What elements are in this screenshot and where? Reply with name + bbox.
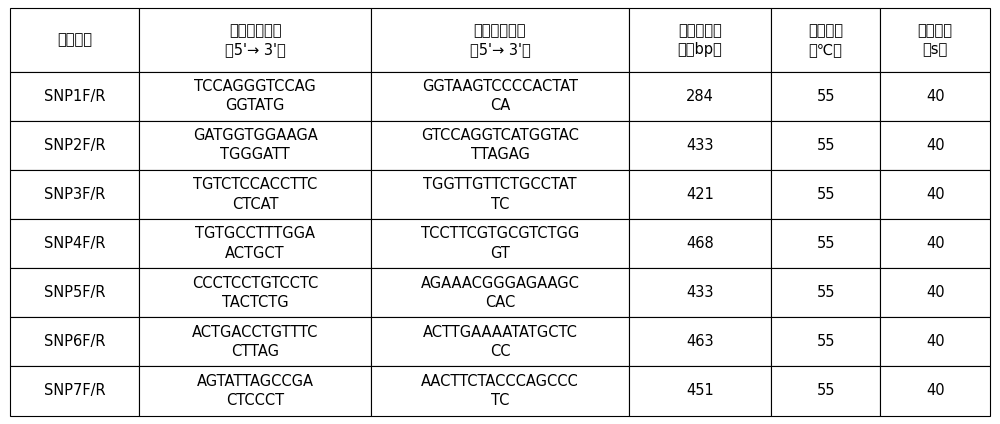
Bar [771, 366, 880, 416]
Text: SNP2F/R: SNP2F/R [44, 138, 105, 153]
Bar [880, 366, 990, 416]
Text: AGTATTAGCCGA
CTCCCT: AGTATTAGCCGA CTCCCT [196, 374, 314, 408]
Text: 40: 40 [926, 285, 945, 300]
Text: 延伸时间
（s）: 延伸时间 （s） [918, 23, 953, 57]
Bar [10, 8, 139, 72]
Text: 55: 55 [816, 334, 835, 349]
Text: 433: 433 [686, 138, 714, 153]
Bar [139, 317, 371, 366]
Bar [771, 170, 880, 219]
Bar [10, 219, 139, 268]
Bar [629, 8, 771, 72]
Text: 40: 40 [926, 236, 945, 251]
Bar [10, 268, 139, 317]
Text: AACTTCTACCCAGCCC
TC: AACTTCTACCCAGCCC TC [421, 374, 579, 408]
Text: GGTAAGTCCCCACTAT
CA: GGTAAGTCCCCACTAT CA [422, 79, 578, 113]
Bar [371, 8, 629, 72]
Bar [880, 219, 990, 268]
Bar [771, 219, 880, 268]
Text: 反向引物序列
（5'→ 3'）: 反向引物序列 （5'→ 3'） [470, 23, 530, 57]
Text: 55: 55 [816, 285, 835, 300]
Text: 退火温度
（℃）: 退火温度 （℃） [808, 23, 843, 57]
Text: 40: 40 [926, 138, 945, 153]
Bar [139, 170, 371, 219]
Text: ACTGACCTGTTTC
CTTAG: ACTGACCTGTTTC CTTAG [192, 325, 318, 359]
Bar [880, 317, 990, 366]
Text: 463: 463 [686, 334, 714, 349]
Text: TCCTTCGTGCGTCTGG
GT: TCCTTCGTGCGTCTGG GT [421, 226, 579, 261]
Bar [880, 72, 990, 121]
Bar [629, 366, 771, 416]
Text: TGTGCCTTTGGA
ACTGCT: TGTGCCTTTGGA ACTGCT [195, 226, 315, 261]
Bar [10, 72, 139, 121]
Text: 40: 40 [926, 383, 945, 399]
Text: 55: 55 [816, 383, 835, 399]
Text: 421: 421 [686, 187, 714, 202]
Text: SNP5F/R: SNP5F/R [44, 285, 105, 300]
Text: TGGTTGTTCTGCCTAT
TC: TGGTTGTTCTGCCTAT TC [423, 177, 577, 212]
Text: 正向引物序列
（5'→ 3'）: 正向引物序列 （5'→ 3'） [225, 23, 285, 57]
Text: SNP7F/R: SNP7F/R [44, 383, 105, 399]
Text: 433: 433 [686, 285, 714, 300]
Bar [139, 268, 371, 317]
Text: SNP3F/R: SNP3F/R [44, 187, 105, 202]
Text: GTCCAGGTCATGGTAC
TTAGAG: GTCCAGGTCATGGTAC TTAGAG [421, 128, 579, 162]
Text: 284: 284 [686, 89, 714, 103]
Bar [629, 72, 771, 121]
Bar [371, 219, 629, 268]
Bar [629, 170, 771, 219]
Bar [139, 219, 371, 268]
Bar [10, 170, 139, 219]
Bar [629, 317, 771, 366]
Bar [371, 72, 629, 121]
Bar [371, 170, 629, 219]
Text: CCCTCCTGTCCTC
TACTCTG: CCCTCCTGTCCTC TACTCTG [192, 276, 318, 310]
Bar [629, 121, 771, 170]
Bar [139, 121, 371, 170]
Bar [771, 121, 880, 170]
Text: 40: 40 [926, 334, 945, 349]
Text: 55: 55 [816, 138, 835, 153]
Text: 40: 40 [926, 187, 945, 202]
Bar [771, 72, 880, 121]
Text: 引物编号: 引物编号 [57, 33, 92, 47]
Bar [880, 268, 990, 317]
Text: 55: 55 [816, 89, 835, 103]
Text: GATGGTGGAAGA
TGGGATT: GATGGTGGAAGA TGGGATT [193, 128, 317, 162]
Text: 55: 55 [816, 236, 835, 251]
Text: SNP1F/R: SNP1F/R [44, 89, 105, 103]
Text: 55: 55 [816, 187, 835, 202]
Bar [139, 366, 371, 416]
Text: TGTCTCCACCTTC
CTCAT: TGTCTCCACCTTC CTCAT [193, 177, 317, 212]
Bar [880, 8, 990, 72]
Bar [771, 268, 880, 317]
Bar [371, 121, 629, 170]
Text: TCCAGGGTCCAG
GGTATG: TCCAGGGTCCAG GGTATG [194, 79, 316, 113]
Bar [139, 72, 371, 121]
Bar [880, 121, 990, 170]
Text: 扩增片段大
小（bp）: 扩增片段大 小（bp） [677, 23, 722, 57]
Text: 40: 40 [926, 89, 945, 103]
Bar [629, 219, 771, 268]
Text: SNP4F/R: SNP4F/R [44, 236, 105, 251]
Bar [629, 268, 771, 317]
Bar [10, 317, 139, 366]
Bar [10, 121, 139, 170]
Text: 468: 468 [686, 236, 714, 251]
Bar [10, 366, 139, 416]
Text: AGAAACGGGAGAAGC
CAC: AGAAACGGGAGAAGC CAC [421, 276, 579, 310]
Text: 451: 451 [686, 383, 714, 399]
Text: ACTTGAAAATATGCTC
CC: ACTTGAAAATATGCTC CC [423, 325, 577, 359]
Bar [371, 268, 629, 317]
Bar [771, 317, 880, 366]
Bar [371, 366, 629, 416]
Bar [880, 170, 990, 219]
Bar [771, 8, 880, 72]
Bar [139, 8, 371, 72]
Text: SNP6F/R: SNP6F/R [44, 334, 105, 349]
Bar [371, 317, 629, 366]
